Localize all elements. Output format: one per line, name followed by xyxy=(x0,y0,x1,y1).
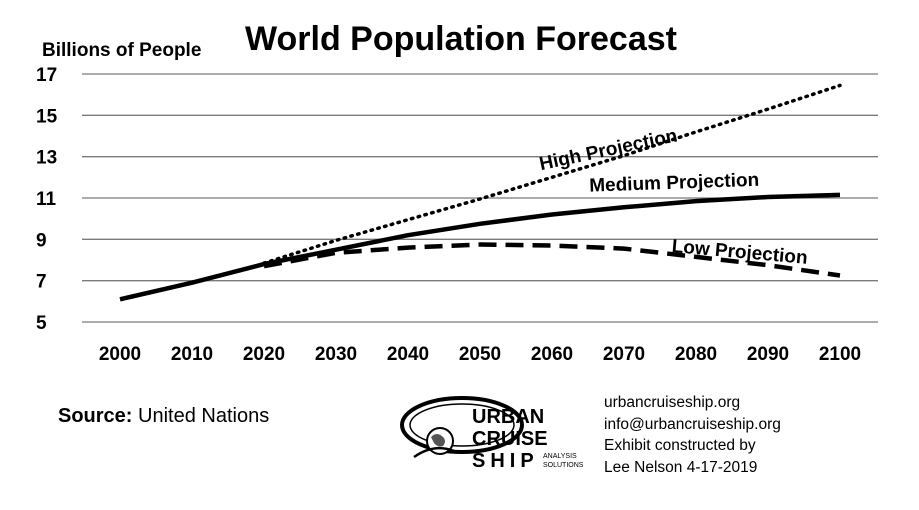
x-tick-label: 2030 xyxy=(315,344,357,365)
x-tick-label: 2070 xyxy=(603,344,645,365)
logo-inner-ring xyxy=(409,403,515,447)
source-note: Source: United Nations xyxy=(58,405,269,428)
source-value: United Nations xyxy=(138,405,270,427)
x-tick-label: 2050 xyxy=(459,344,501,365)
globe-land-icon xyxy=(431,434,445,447)
y-tick-label: 11 xyxy=(36,189,57,210)
source-label: Source: xyxy=(58,405,133,427)
y-tick-label: 13 xyxy=(36,148,57,169)
x-tick-label: 2100 xyxy=(819,344,861,365)
y-tick-label: 7 xyxy=(36,272,47,293)
y-tick-label: 15 xyxy=(36,106,58,127)
high-projection-label: High Projection xyxy=(538,125,680,175)
medium-projection-label: Medium Projection xyxy=(589,170,760,197)
y-tick-labels: 5 7 9 11 13 15 17 xyxy=(36,65,58,334)
x-tick-label: 2060 xyxy=(531,344,573,365)
y-tick-label: 5 xyxy=(36,313,47,334)
logo-word-cruise: CRUISE xyxy=(472,428,548,450)
x-tick-label: 2090 xyxy=(747,344,789,365)
x-tick-label: 2010 xyxy=(171,344,213,365)
low-projection-line xyxy=(263,242,841,278)
x-tick-label: 2000 xyxy=(99,344,141,365)
credits-author-date: Lee Nelson 4-17-2019 xyxy=(604,458,758,476)
credits-block: urbancruiseship.org info@urbancruiseship… xyxy=(604,392,781,478)
swoosh-icon xyxy=(413,446,455,459)
urbancruiseship-logo: URBAN CRUISE SHIP ANALYSIS SOLUTIONS xyxy=(400,396,584,472)
x-tick-label: 2080 xyxy=(675,344,717,365)
credits-constructed-by: Exhibit constructed by xyxy=(604,437,756,454)
y-axis-label: Billions of People xyxy=(42,40,201,61)
low-projection-label: Low Projection xyxy=(671,236,808,269)
medium-projection-line xyxy=(119,192,841,302)
credits-website: urbancruiseship.org xyxy=(604,394,741,411)
logo-ring xyxy=(400,396,524,454)
logo-sub-analysis: ANALYSIS xyxy=(543,453,577,460)
x-tick-label: 2020 xyxy=(243,344,285,365)
x-tick-label: 2040 xyxy=(387,344,429,365)
logo-sub-solutions: SOLUTIONS xyxy=(543,462,584,469)
high-projection-line xyxy=(262,83,842,265)
chart-title: World Population Forecast xyxy=(245,20,677,58)
credits-email: info@urbancruiseship.org xyxy=(604,415,781,433)
y-tick-label: 17 xyxy=(36,65,57,86)
y-tick-label: 9 xyxy=(36,230,47,251)
logo-word-ship: SHIP xyxy=(472,450,539,472)
series-lines xyxy=(119,83,842,302)
logo-word-urban: URBAN xyxy=(472,406,544,428)
x-tick-labels: 2000 2010 2020 2030 2040 2050 2060 2070 2080 2090… xyxy=(99,344,861,365)
